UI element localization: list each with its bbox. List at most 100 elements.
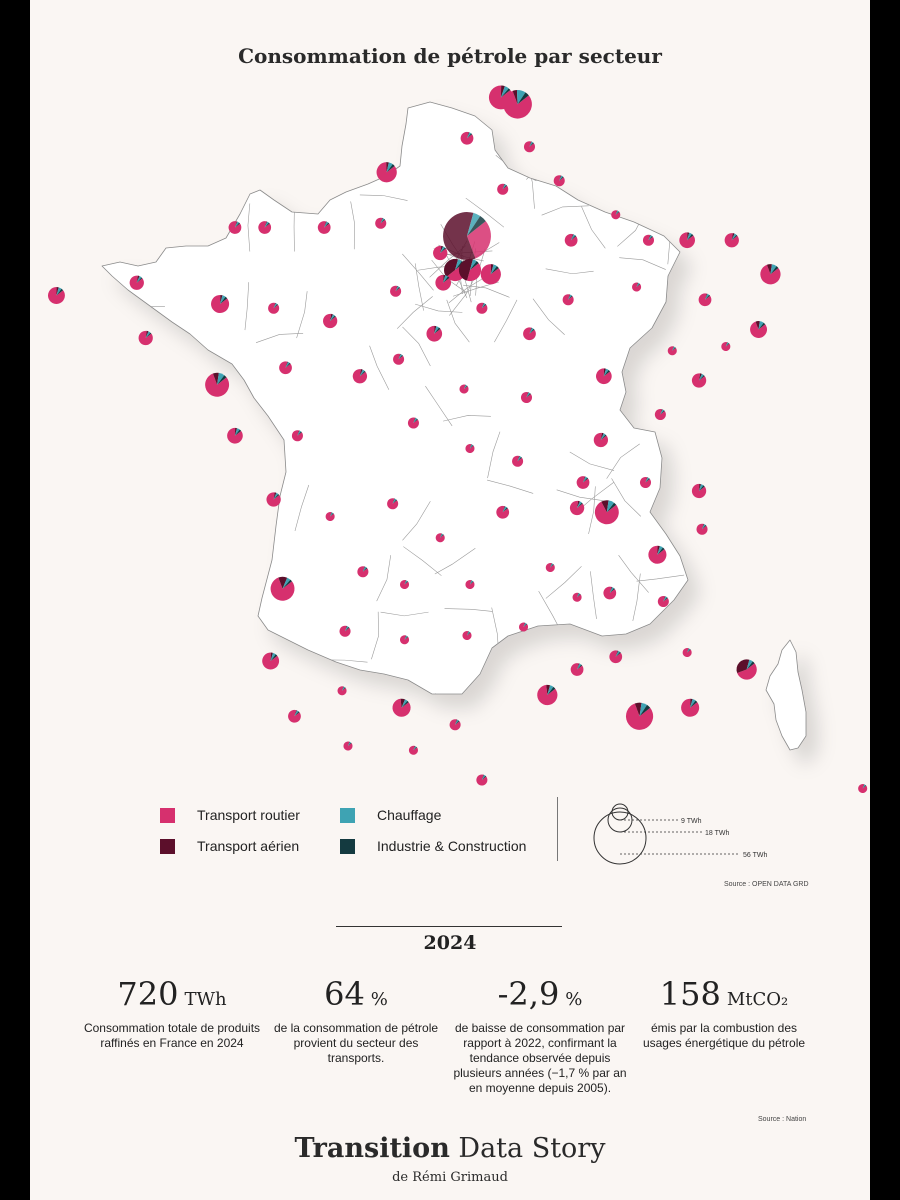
- department-border: [708, 216, 709, 264]
- department-pie: [262, 652, 280, 670]
- department-pie: [657, 595, 669, 608]
- pie-slice-chauffage: [413, 417, 418, 423]
- pie-slice-transport-routier: [523, 141, 536, 153]
- pie-slice-transport-aerien: [469, 580, 472, 585]
- department-border: [294, 484, 310, 532]
- pie-slice-transport-routier: [375, 217, 387, 229]
- pie-slice-chauffage: [297, 430, 302, 436]
- pie-slice-transport-aerien: [490, 264, 494, 275]
- department-pie: [288, 709, 301, 723]
- department-pie: [523, 327, 536, 341]
- department-pie: [682, 647, 692, 658]
- department-border: [306, 682, 330, 694]
- department-border: [420, 693, 436, 694]
- department-pie: [545, 562, 555, 573]
- stat-value-row: 64%: [266, 975, 446, 1013]
- pie-slice-transport-aerien: [297, 430, 300, 436]
- legend-label: Chauffage: [377, 807, 442, 823]
- stat-value: 158: [659, 975, 721, 1013]
- pie-slice-transport-aerien: [755, 321, 760, 330]
- pie-slice-transport-routier: [262, 652, 280, 670]
- pie-slice-transport-routier: [317, 221, 331, 234]
- pie-slice-transport-routier: [570, 663, 584, 676]
- pie-slice-chauffage: [615, 210, 619, 215]
- department-pie: [496, 505, 510, 519]
- pie-slice-chauffage: [609, 587, 614, 593]
- department-border: [588, 486, 596, 534]
- stat-unit: MtCO₂: [726, 989, 789, 1010]
- department-border: [402, 326, 431, 367]
- department-border: [541, 205, 589, 216]
- pie-slice-transport-aerien: [699, 373, 702, 381]
- pie-slice-chauffage: [657, 546, 663, 555]
- department-border: [695, 325, 701, 373]
- pie-slice-transport-aerien: [672, 346, 675, 351]
- pie-slice-industrie-construction: [690, 700, 698, 708]
- pie-slice-transport-routier: [435, 274, 452, 291]
- department-pie: [523, 141, 536, 153]
- pie-slice-chauffage: [690, 699, 696, 708]
- pie-slice-transport-aerien: [634, 702, 642, 717]
- pie-slice-transport-aerien: [687, 232, 690, 241]
- pie-slice-transport-aerien: [636, 282, 639, 287]
- pie-slice-chauffage: [702, 524, 706, 530]
- pie-slice-industrie-construction: [559, 176, 564, 181]
- department-border: [619, 257, 666, 270]
- department-pie: [407, 417, 419, 429]
- pie-slice-transport-routier: [392, 698, 411, 717]
- department-pie: [376, 162, 397, 183]
- pie-slice-industrie-construction: [440, 247, 446, 253]
- department-border: [260, 678, 305, 694]
- department-pie: [392, 698, 411, 717]
- legend-label: Transport aérien: [197, 838, 300, 854]
- pie-slice-transport-aerien: [600, 432, 604, 440]
- department-border: [668, 312, 688, 339]
- department-pie: [596, 368, 612, 385]
- department-border: [310, 710, 333, 752]
- department-pie: [736, 659, 757, 680]
- department-pie: [681, 698, 700, 717]
- pie-slice-chauffage: [362, 566, 367, 572]
- france-outline: [101, 101, 807, 751]
- department-border: [364, 676, 379, 694]
- department-border: [434, 547, 476, 575]
- department-border: [653, 616, 688, 638]
- pie-slice-industrie-construction: [606, 502, 617, 513]
- stat-value-row: 720 TWh: [82, 975, 262, 1013]
- department-pie: [520, 391, 533, 404]
- department-pie: [691, 373, 707, 388]
- pie-slice-transport-aerien: [550, 563, 553, 568]
- year-divider: [336, 926, 562, 927]
- pie-slice-transport-routier: [459, 384, 469, 394]
- pie-slice-transport-routier: [325, 511, 335, 522]
- pie-slice-industrie-construction: [220, 296, 228, 304]
- pie-slice-chauffage: [699, 484, 704, 491]
- department-pie: [625, 702, 654, 730]
- pie-slice-transport-routier: [512, 455, 524, 467]
- department-pie: [512, 455, 524, 467]
- pie-slice-transport-routier: [399, 635, 410, 645]
- pie-slice-transport-aerien: [517, 455, 520, 462]
- pie-slice-transport-routier: [679, 232, 695, 249]
- department-border: [369, 345, 390, 390]
- legend-label: Transport routier: [197, 807, 300, 823]
- pie-slice-transport-aerien: [571, 234, 574, 241]
- pie-slice-chauffage: [583, 476, 588, 483]
- pie-slice-industrie-construction: [577, 502, 583, 508]
- pie-slice-transport-aerien: [577, 592, 579, 598]
- stat-value-row: 158 MtCO₂: [634, 975, 814, 1013]
- pie-slice-transport-aerien: [529, 327, 532, 334]
- pie-slice-industrie-construction: [502, 185, 508, 190]
- pie-slice-transport-routier: [569, 500, 585, 516]
- department-pie: [393, 353, 405, 365]
- pie-slice-transport-aerien: [663, 596, 666, 602]
- department-border: [590, 571, 597, 619]
- pie-slice-industrie-construction: [687, 649, 691, 653]
- department-border: [632, 573, 641, 622]
- department-pie: [337, 686, 347, 696]
- pie-slice-chauffage: [648, 235, 653, 241]
- pie-slice-chauffage: [516, 89, 526, 105]
- pie-slice-transport-aerien: [440, 245, 443, 253]
- pie-slice-transport-aerien: [136, 275, 140, 283]
- pie-slice-transport-aerien: [359, 369, 363, 377]
